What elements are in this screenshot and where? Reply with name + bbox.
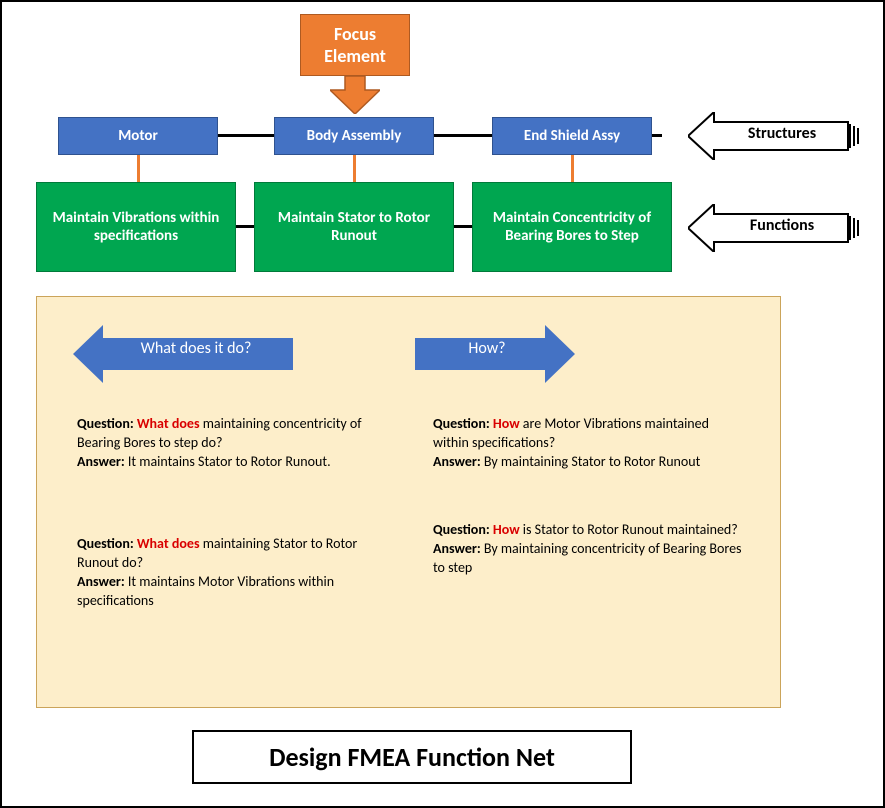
function-vibrations: Maintain Vibrations within specification… [36, 182, 236, 272]
qa-panel: What does it do? How? Question: What doe… [36, 296, 781, 708]
left-qa-1: Question: What does maintaining concentr… [77, 415, 377, 472]
structure-body-assembly: Body Assembly [274, 117, 434, 155]
functions-label: Functions [722, 216, 842, 235]
structure-motor: Motor [58, 117, 218, 155]
function-runout: Maintain Stator to Rotor Runout [254, 182, 454, 272]
right-qa-1: Question: How are Motor Vibrations maint… [433, 415, 743, 472]
function-concentricity: Maintain Concentricity of Bearing Bores … [472, 182, 672, 272]
focus-element-box: Focus Element [300, 14, 410, 76]
what-arrow-label: What does it do? [111, 339, 281, 358]
how-arrow-label: How? [432, 339, 542, 358]
structures-label: Structures [722, 124, 842, 143]
diagram-canvas: Focus Element Motor Body Assembly End Sh… [0, 0, 885, 808]
structure-end-shield: End Shield Assy [492, 117, 652, 155]
right-qa-2: Question: How is Stator to Rotor Runout … [433, 521, 743, 578]
diagram-title: Design FMEA Function Net [192, 730, 632, 784]
left-qa-2: Question: What does maintaining Stator t… [77, 535, 377, 611]
focus-down-arrow-icon [330, 76, 380, 114]
